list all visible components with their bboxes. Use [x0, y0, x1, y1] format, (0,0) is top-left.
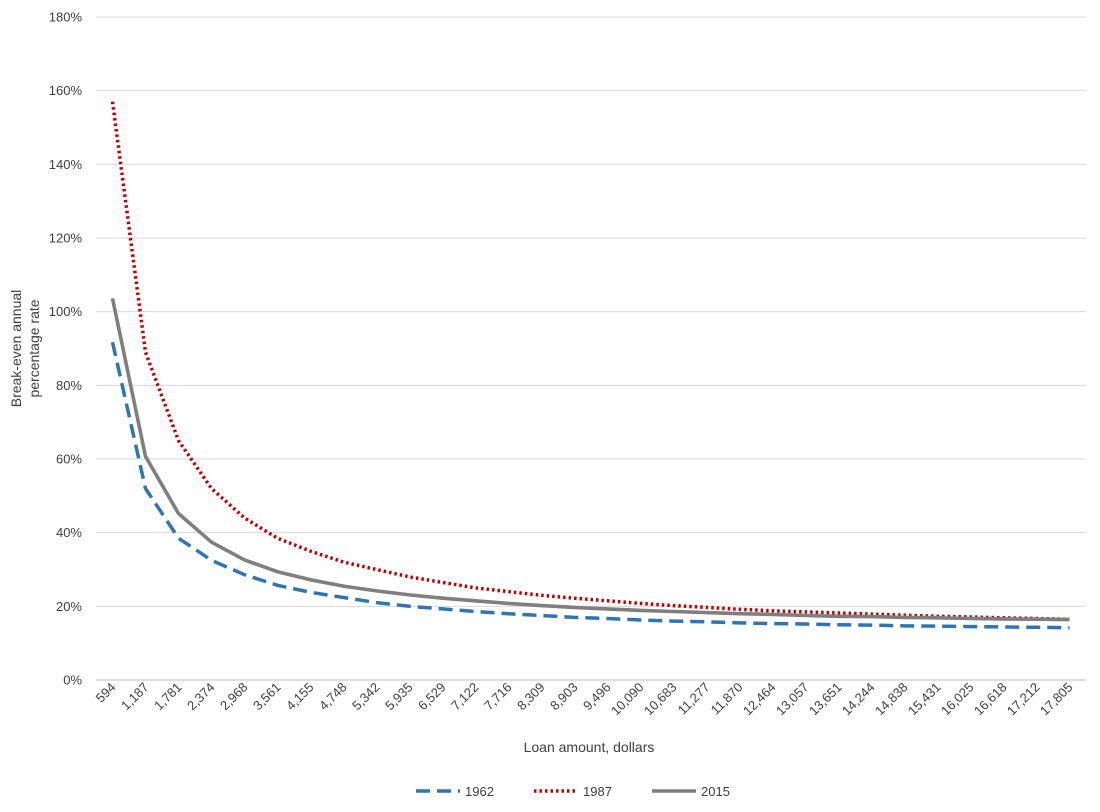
- x-tick-label: 17,805: [1037, 680, 1076, 719]
- y-tick-label: 80%: [56, 378, 82, 393]
- x-tick-label: 15,431: [905, 680, 944, 719]
- y-axis-label-line: percentage rate: [26, 299, 42, 397]
- x-tick-label: 10,090: [608, 680, 647, 719]
- x-tick-label: 8,309: [514, 680, 548, 714]
- x-tick-label: 17,212: [1004, 680, 1043, 719]
- x-tick-label: 2,968: [217, 680, 251, 714]
- y-axis-label: Break-even annual percentage rate: [8, 290, 42, 408]
- x-tick-label: 11,277: [675, 680, 713, 718]
- x-tick-label: 2,374: [184, 680, 218, 714]
- x-tick-label: 1,187: [118, 680, 152, 714]
- series-line-2015: [110, 298, 1070, 622]
- x-tick-label: 5,342: [349, 680, 383, 714]
- y-tick-label: 20%: [56, 599, 82, 614]
- legend-label: 1962: [465, 784, 494, 799]
- x-tick-label: 13,651: [806, 680, 845, 719]
- y-tick-label: 160%: [49, 83, 83, 98]
- x-tick-label: 14,838: [872, 680, 911, 719]
- y-tick-label: 120%: [49, 231, 83, 246]
- series-line-1987: [110, 101, 1070, 621]
- x-axis-label: Loan amount, dollars: [524, 739, 655, 755]
- legend-label: 2015: [701, 784, 730, 799]
- y-axis-ticks: 0% 20% 40% 60% 80% 100% 120% 140% 160% 180%: [49, 10, 83, 688]
- x-tick-label: 5,935: [382, 680, 416, 714]
- x-tick-label: 14,244: [839, 680, 878, 719]
- x-tick-label: 7,716: [481, 680, 515, 714]
- x-tick-label: 16,618: [971, 680, 1010, 719]
- x-tick-label: 6,529: [415, 680, 449, 714]
- x-tick-label: 7,122: [448, 680, 482, 714]
- x-tick-label: 10,683: [641, 680, 680, 719]
- y-tick-label: 180%: [49, 10, 83, 25]
- x-tick-label: 594: [93, 680, 119, 706]
- x-tick-label: 8,903: [547, 680, 581, 714]
- x-tick-label: 4,748: [316, 680, 350, 714]
- x-tick-label: 11,870: [708, 680, 746, 718]
- y-tick-label: 140%: [49, 157, 83, 172]
- x-tick-label: 1,781: [151, 680, 185, 714]
- x-tick-label: 13,057: [773, 680, 812, 719]
- series-line-1962: [110, 341, 1070, 630]
- x-tick-label: 12,464: [740, 680, 779, 719]
- series-lines: [110, 101, 1070, 630]
- y-tick-label: 60%: [56, 452, 82, 467]
- y-tick-label: 40%: [56, 525, 82, 540]
- legend: 1962 1987 2015: [416, 784, 730, 799]
- x-tick-label: 4,155: [283, 680, 317, 714]
- y-tick-label: 0%: [63, 673, 82, 688]
- x-tick-label: 16,025: [938, 680, 977, 719]
- x-tick-label: 3,561: [250, 680, 284, 714]
- y-tick-label: 100%: [49, 304, 83, 319]
- legend-label: 1987: [583, 784, 612, 799]
- x-axis-ticks: 594 1,187 1,781 2,374 2,968 3,561 4,155 4,748 5,…: [93, 680, 1076, 719]
- gridlines: [96, 16, 1086, 681]
- y-axis-label-line: Break-even annual: [8, 290, 24, 408]
